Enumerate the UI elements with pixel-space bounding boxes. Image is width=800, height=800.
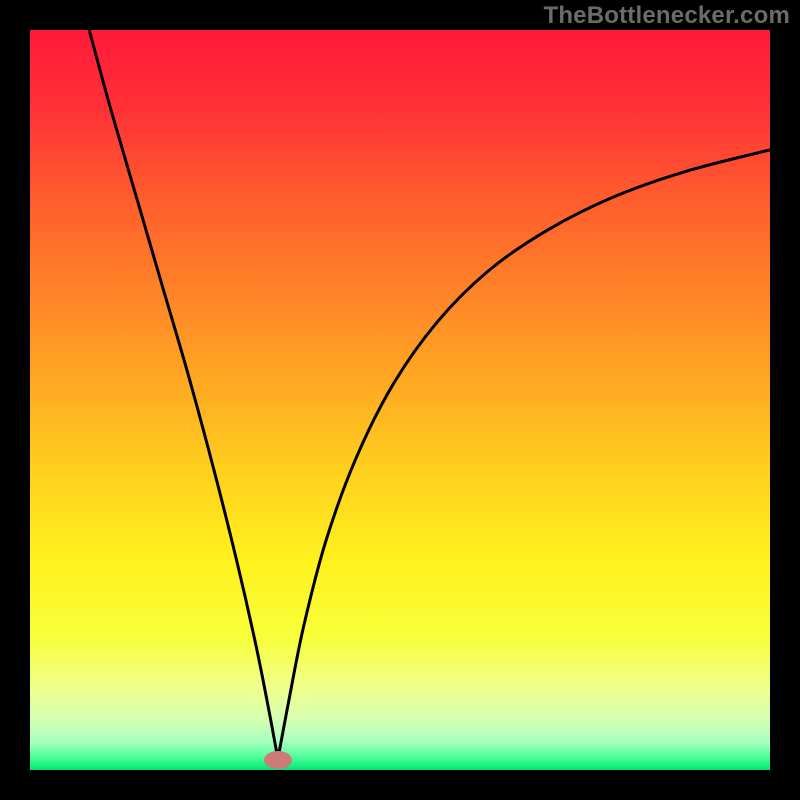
plot-area bbox=[30, 30, 770, 770]
minimum-marker bbox=[264, 751, 292, 769]
chart-canvas: TheBottlenecker.com bbox=[0, 0, 800, 800]
bottleneck-curve bbox=[30, 30, 770, 770]
watermark-text: TheBottlenecker.com bbox=[543, 2, 790, 30]
